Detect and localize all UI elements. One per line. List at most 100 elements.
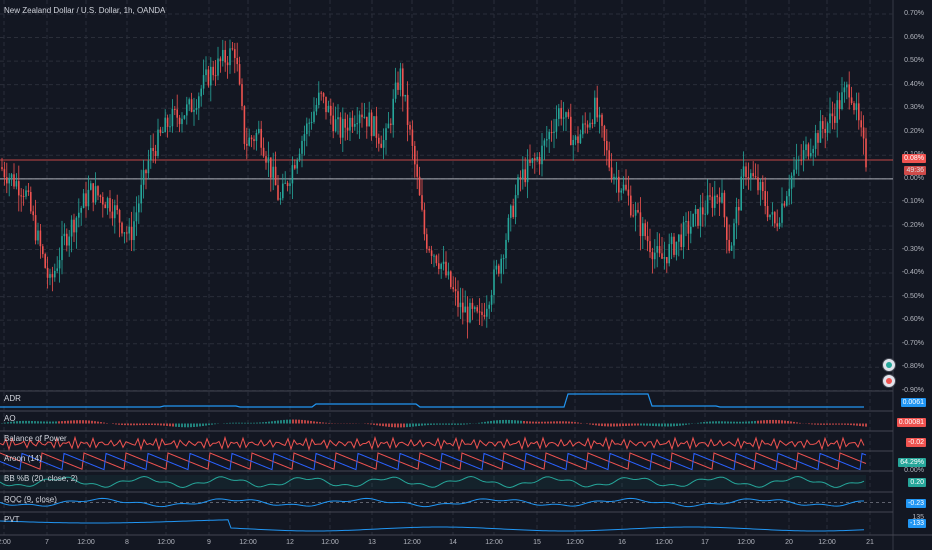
candle-body: [97, 186, 99, 196]
candle-body: [819, 121, 822, 143]
candle-body: [320, 92, 322, 94]
candle-body: [104, 204, 106, 209]
candle-body: [342, 118, 344, 138]
candle-body: [560, 108, 562, 119]
candle-body: [798, 159, 800, 161]
candle-body: [421, 195, 423, 210]
candle-body: [812, 148, 814, 154]
candle-body: [762, 181, 764, 192]
aroon-up-line: [0, 452, 867, 470]
candle-body: [42, 246, 44, 255]
candle-body: [366, 116, 368, 127]
candle-body: [354, 123, 356, 127]
candle-body: [658, 246, 661, 254]
candle-body: [315, 104, 318, 112]
candle-body: [27, 190, 30, 192]
candle-body: [570, 116, 572, 146]
candle-body: [358, 114, 361, 124]
candle-body: [30, 191, 32, 212]
candle-body: [716, 195, 718, 198]
candle-body: [382, 140, 385, 148]
candle-body: [121, 222, 123, 234]
candle-body: [6, 177, 8, 184]
candle-body: [865, 138, 867, 168]
candle-body: [298, 153, 301, 161]
indicator-label[interactable]: ROC (9, close): [4, 495, 57, 504]
time-axis-label: 9: [207, 539, 211, 546]
candle-body: [488, 304, 490, 309]
candle-body: [838, 100, 841, 109]
price-axis-label: 0.00%: [904, 174, 924, 182]
candle-body: [471, 302, 474, 309]
candle-body: [332, 115, 334, 132]
candle-body: [375, 116, 378, 138]
candle-body: [219, 58, 222, 62]
candle-body: [210, 66, 212, 86]
bb-band-fill: [0, 475, 866, 489]
candle-body: [860, 120, 862, 128]
candle-body: [370, 112, 373, 136]
candle-body: [378, 137, 380, 144]
time-axis-label: 12:00: [321, 539, 339, 546]
candle-body: [512, 205, 514, 218]
candle-body: [140, 184, 142, 204]
candle-body: [776, 223, 778, 227]
alert-icon[interactable]: [882, 358, 896, 372]
candle-body: [670, 236, 673, 245]
candle-body: [44, 254, 46, 268]
indicator-label[interactable]: ADR: [4, 394, 21, 403]
candle-body: [490, 294, 493, 305]
indicator-label[interactable]: Aroon (14): [4, 454, 42, 463]
candle-body: [788, 188, 790, 197]
indicator-label[interactable]: BB %B (20, close, 2): [4, 474, 78, 483]
candle-body: [829, 113, 831, 124]
candle-body: [90, 183, 92, 190]
candle-body: [181, 118, 183, 125]
candle-body: [502, 258, 505, 260]
candle-body: [718, 197, 721, 203]
time-axis-label: 7: [45, 539, 49, 546]
candle-body: [582, 123, 584, 135]
indicator-label[interactable]: PVT: [4, 515, 20, 524]
candle-body: [536, 156, 538, 160]
time-axis-label: 15: [533, 539, 541, 546]
candle-body: [531, 158, 534, 163]
candle-body: [534, 158, 536, 160]
candle-body: [205, 69, 207, 76]
candle-body: [116, 205, 118, 211]
candle-body: [529, 159, 531, 163]
candle-body: [174, 108, 176, 110]
candle-body: [481, 311, 483, 315]
candle-body: [34, 215, 37, 241]
candle-body: [176, 109, 178, 118]
candle-body: [642, 223, 644, 237]
candle-body: [423, 209, 426, 235]
indicator-label[interactable]: AO: [4, 414, 16, 423]
candle-body: [10, 174, 13, 178]
candle-body: [231, 48, 234, 50]
candle-body: [109, 198, 111, 212]
candle-body: [440, 263, 442, 269]
candle-body: [706, 195, 709, 214]
candle-body: [274, 166, 277, 186]
candle-body: [399, 68, 402, 90]
replay-icon[interactable]: [882, 374, 896, 388]
price-axis-label: 0.30%: [904, 104, 924, 112]
indicator-label[interactable]: Balance of Power: [4, 434, 67, 443]
candle-body: [543, 140, 546, 146]
candle-body: [150, 147, 152, 161]
candle-body: [188, 99, 190, 105]
candle-body: [673, 236, 675, 255]
candle-body: [63, 233, 66, 237]
countdown-badge: 49:36: [904, 166, 926, 175]
candle-body: [363, 116, 366, 118]
candle-body: [649, 241, 651, 253]
candle-body: [663, 257, 666, 259]
candle-body: [102, 197, 104, 205]
candle-body: [634, 210, 637, 216]
candle-body: [385, 128, 387, 141]
candle-body: [392, 98, 394, 125]
candle-body: [94, 186, 97, 203]
candle-body: [435, 255, 438, 264]
